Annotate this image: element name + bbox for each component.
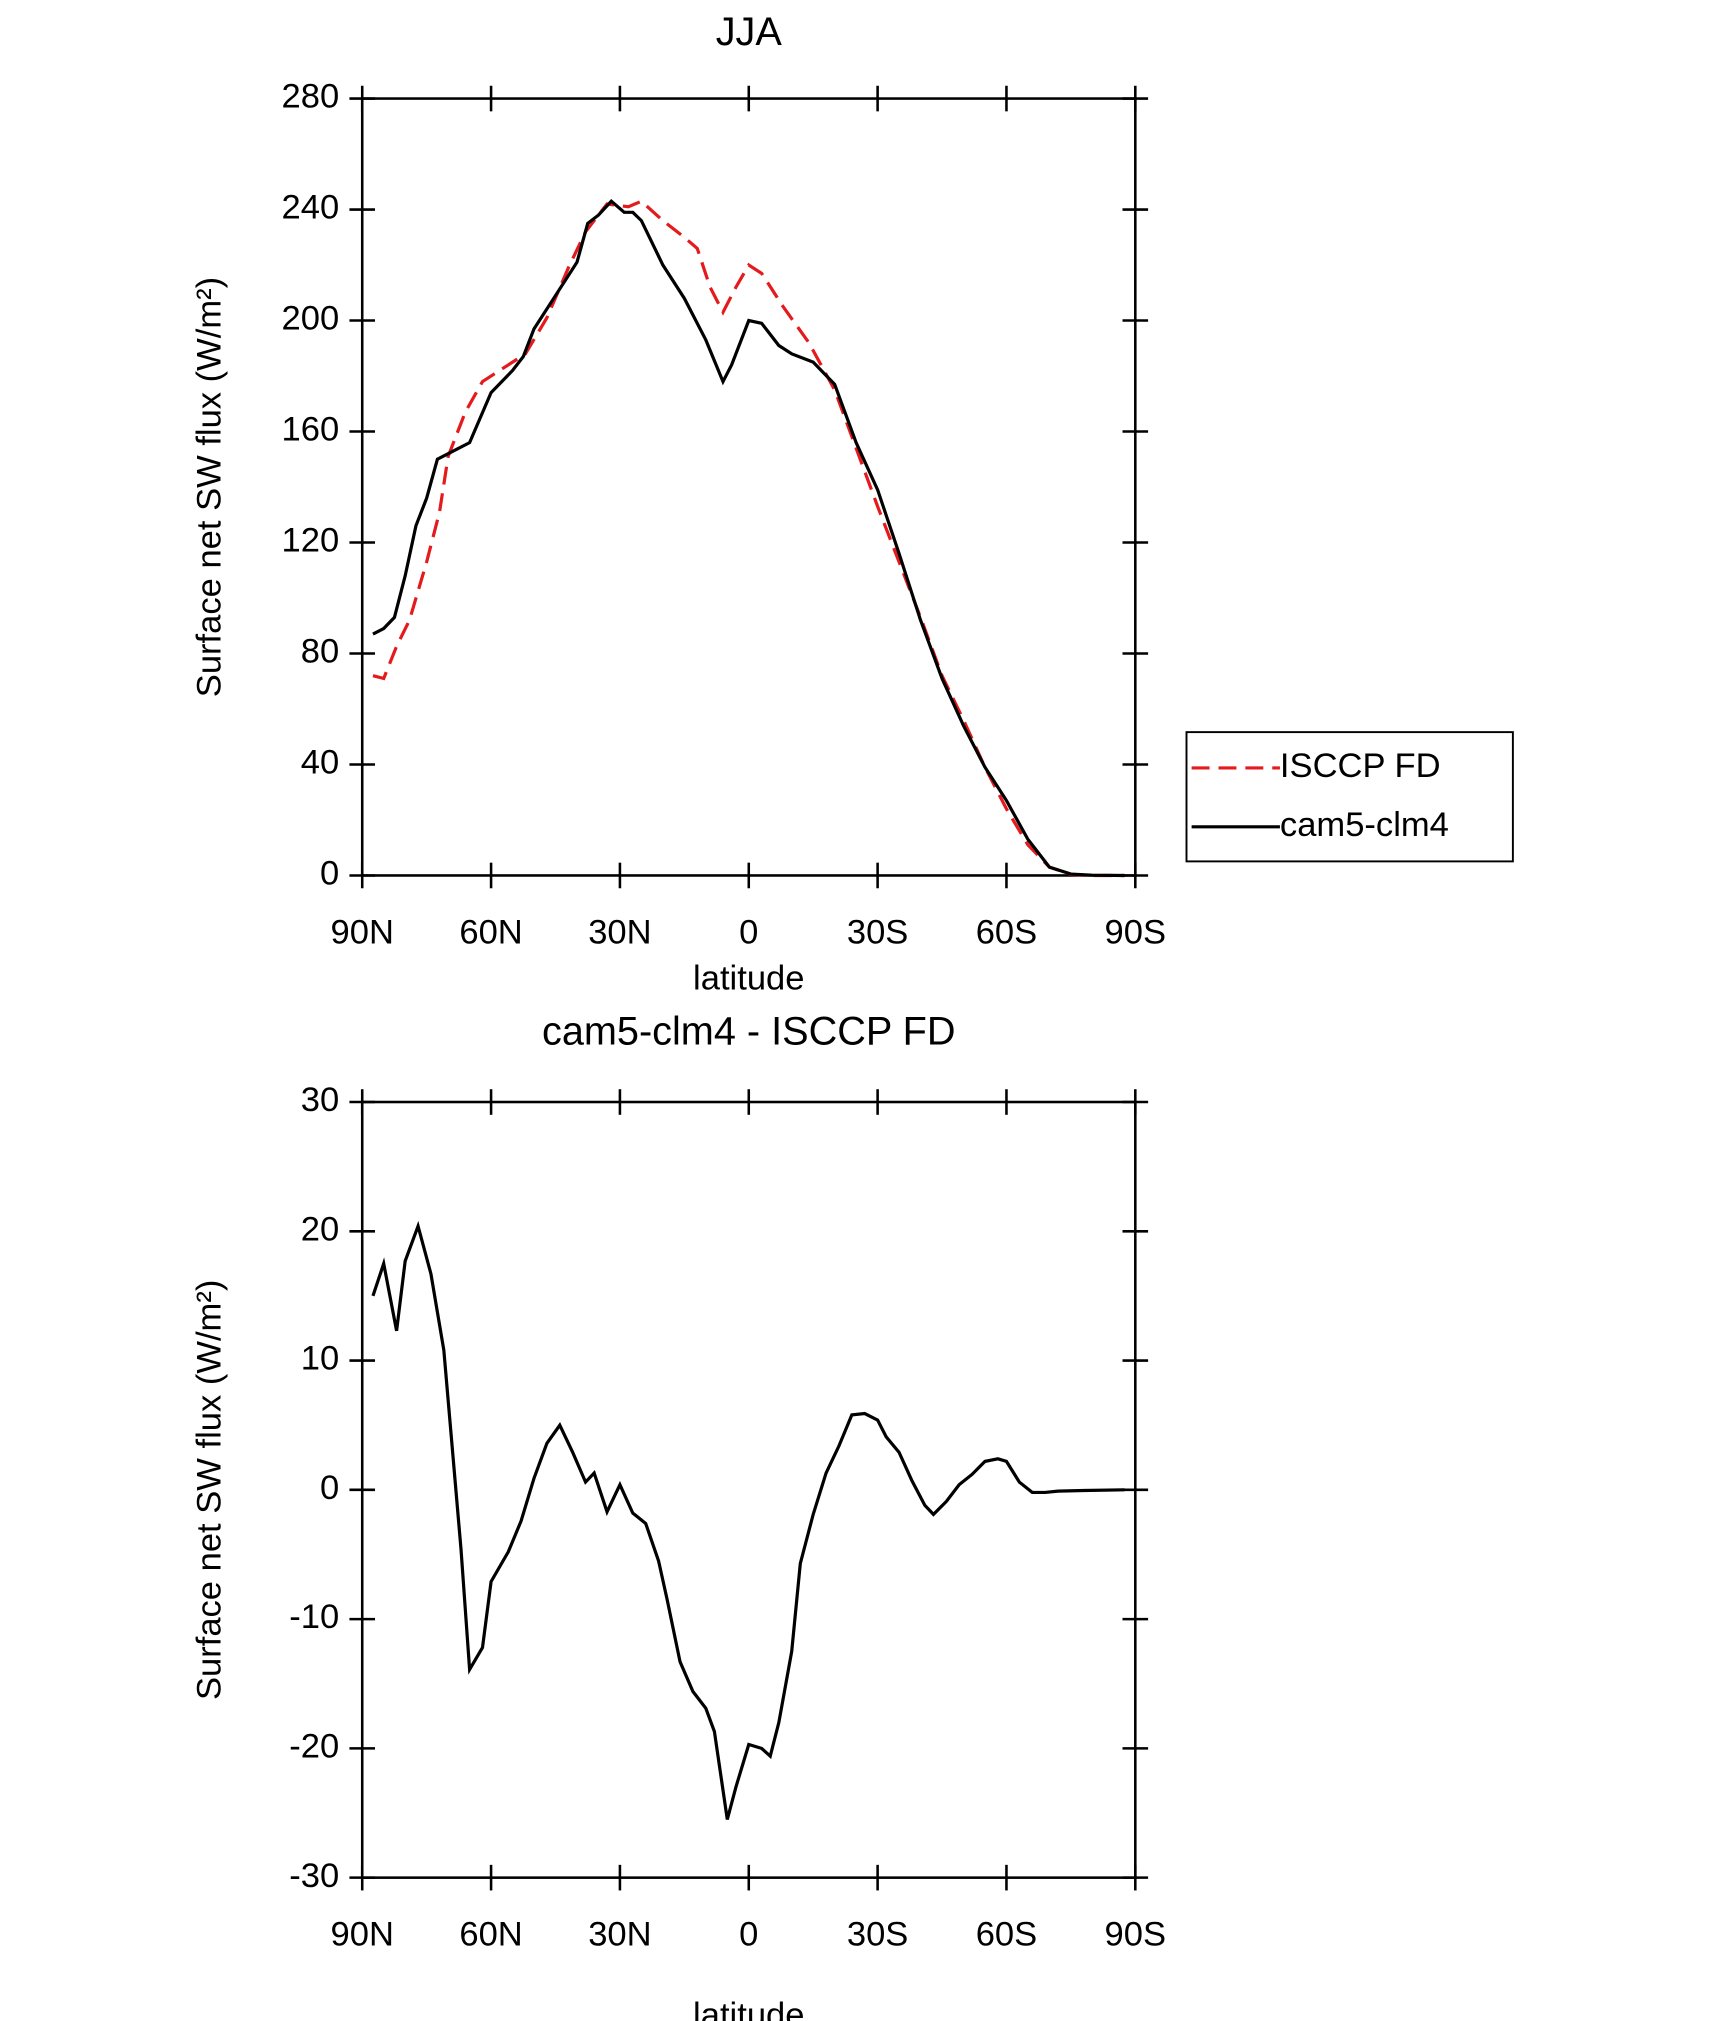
y-tick-label: 280 bbox=[282, 78, 340, 116]
y-tick-label: -10 bbox=[289, 1598, 339, 1636]
x-tick-label: 0 bbox=[739, 1916, 758, 1954]
data-line bbox=[372, 199, 1125, 878]
y-tick-label: 20 bbox=[301, 1210, 339, 1248]
plot-frame bbox=[360, 97, 1137, 877]
x-tick-label: 90N bbox=[331, 1916, 394, 1954]
x-tick-label: 30N bbox=[588, 1916, 651, 1954]
y-axis-label: Surface net SW flux (W/m²) bbox=[190, 1280, 228, 1700]
legend: ISCCP FD cam5-clm4 bbox=[1185, 731, 1514, 863]
y-tick-label: 0 bbox=[320, 855, 339, 893]
x-tick-label: 90S bbox=[1105, 1916, 1166, 1954]
chart-title: cam5-clm4 - ISCCP FD bbox=[542, 1010, 956, 1054]
x-tick-label: 60S bbox=[976, 913, 1037, 951]
y-tick-label: 120 bbox=[282, 522, 340, 560]
data-line bbox=[372, 199, 1125, 878]
x-axis-label: latitude bbox=[693, 1996, 804, 2021]
legend-label: cam5-clm4 bbox=[1280, 806, 1449, 844]
legend-box bbox=[1185, 731, 1514, 863]
x-tick-label: 30N bbox=[588, 913, 651, 951]
plot-frame bbox=[360, 1100, 1137, 1879]
x-tick-label: 30S bbox=[847, 1916, 908, 1954]
y-tick-label: 80 bbox=[301, 633, 339, 671]
x-tick-label: 0 bbox=[739, 913, 758, 951]
x-tick-label: 30S bbox=[847, 913, 908, 951]
x-tick-label: 60N bbox=[459, 913, 522, 951]
legend-label: ISCCP FD bbox=[1280, 747, 1441, 785]
y-tick-label: 160 bbox=[282, 411, 340, 449]
x-axis-label: latitude bbox=[693, 960, 804, 998]
x-tick-label: 60S bbox=[976, 1916, 1037, 1954]
x-tick-label: 60N bbox=[459, 1916, 522, 1954]
y-tick-label: -30 bbox=[289, 1857, 339, 1895]
y-tick-label: 240 bbox=[282, 189, 340, 227]
data-line bbox=[371, 1220, 1125, 1820]
y-axis-label: Surface net SW flux (W/m²) bbox=[190, 277, 228, 697]
x-tick-label: 90N bbox=[331, 913, 394, 951]
y-tick-label: -20 bbox=[289, 1728, 339, 1766]
y-tick-label: 30 bbox=[301, 1081, 339, 1119]
y-tick-label: 10 bbox=[301, 1340, 339, 1378]
y-tick-label: 200 bbox=[282, 300, 340, 338]
x-tick-label: 90S bbox=[1105, 913, 1166, 951]
chart-title: JJA bbox=[716, 10, 783, 54]
y-tick-label: 40 bbox=[301, 744, 339, 782]
y-tick-label: 0 bbox=[320, 1469, 339, 1507]
